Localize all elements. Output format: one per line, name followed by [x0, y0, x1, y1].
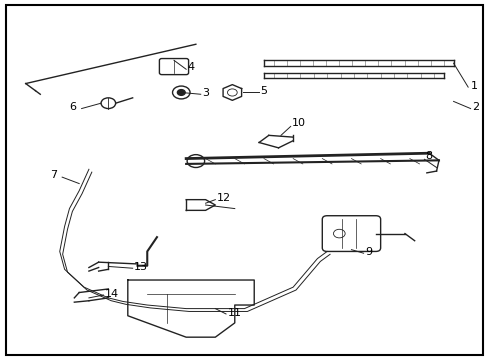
Text: 14: 14	[105, 289, 119, 299]
Text: 3: 3	[201, 88, 208, 98]
Text: 8: 8	[425, 151, 431, 161]
Text: 6: 6	[69, 102, 76, 112]
Text: 9: 9	[365, 247, 371, 257]
Text: 12: 12	[216, 193, 230, 203]
Text: 1: 1	[469, 81, 477, 91]
Text: 4: 4	[187, 62, 194, 72]
Text: 5: 5	[260, 86, 266, 96]
FancyBboxPatch shape	[322, 216, 380, 251]
Text: 7: 7	[50, 170, 57, 180]
Text: 13: 13	[133, 262, 147, 272]
Text: 11: 11	[227, 309, 241, 319]
Text: 2: 2	[471, 102, 478, 112]
FancyBboxPatch shape	[159, 59, 188, 75]
Text: 10: 10	[291, 118, 305, 128]
Circle shape	[177, 90, 185, 95]
